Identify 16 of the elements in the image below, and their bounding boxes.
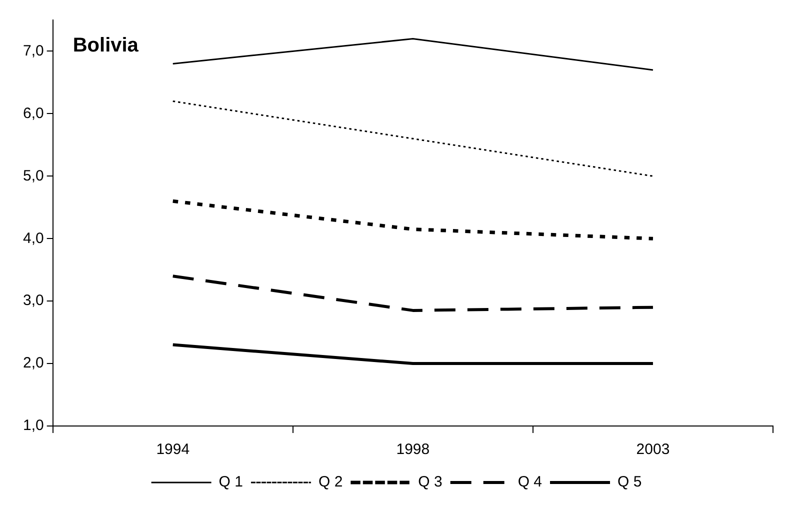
y-tick-label: 4,0 [22, 230, 44, 247]
y-tick-label: 1,0 [22, 417, 44, 434]
legend-label: Q 2 [318, 474, 343, 491]
y-tick-label: 7,0 [22, 42, 44, 60]
y-tick-label: 3,0 [22, 292, 44, 310]
y-tick-label: 6,0 [22, 104, 44, 122]
legend-label: Q 3 [418, 474, 442, 491]
y-tick-label: 5,0 [22, 167, 44, 184]
x-tick-label: 1994 [156, 441, 190, 458]
legend-label: Q 1 [218, 474, 243, 491]
legend-label: Q 5 [618, 474, 642, 491]
y-tick-label: 2,0 [22, 354, 44, 372]
legend-label: Q 4 [518, 474, 542, 491]
text: Bolivia [72, 34, 140, 57]
x-tick-label: 1998 [396, 441, 430, 458]
x-tick-label: 2003 [636, 441, 670, 458]
